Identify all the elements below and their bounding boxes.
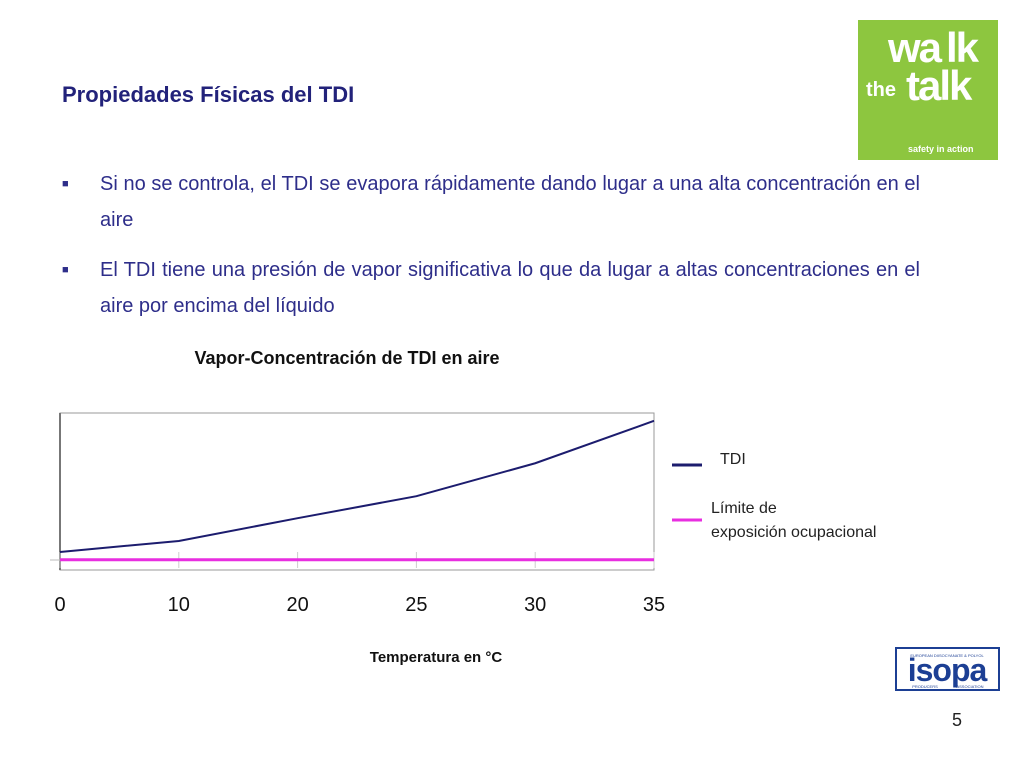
x-tick-label: 0 (54, 594, 65, 616)
chart-title: Vapor-Concentración de TDI en aire (194, 348, 499, 368)
bullet-marker: ■ (62, 264, 69, 276)
series-line (59, 419, 655, 553)
slide-title: Propiedades Físicas del TDI (62, 82, 355, 107)
x-tick-label: 35 (643, 594, 665, 616)
x-tick-label: 10 (168, 594, 190, 616)
legend-label: Límite de exposición ocupacional (711, 500, 877, 541)
isopa-frame (895, 647, 1000, 691)
logo-word: the (866, 79, 896, 101)
bullet-text: Si no se controla, el TDI se evapora ráp… (100, 173, 920, 231)
bullet-list: ■ Si no se controla, el TDI se evapora rá… (62, 166, 920, 318)
x-tick-label: 30 (524, 594, 546, 616)
isopa-line: ASSOCIATION (956, 684, 983, 689)
logo-word: wa (887, 24, 943, 71)
logo-box (858, 20, 998, 160)
bullet-text: El TDI tiene una presión de vapor signif… (100, 259, 920, 317)
isopa-line: PRODUCERS (912, 684, 938, 689)
isopa-name: isopa (908, 652, 988, 688)
logo-word: talk (906, 62, 973, 109)
logo-tagline: safety in action (908, 144, 974, 154)
x-tick-label: 25 (405, 594, 427, 616)
bullet-item: ■ El TDI tiene una presión de vapor signi… (62, 252, 920, 318)
logo-word: lk (946, 24, 980, 71)
page-number: 5 (952, 710, 962, 730)
x-tick-label: 20 (286, 594, 308, 616)
x-axis-title: Temperatura en °C (370, 649, 503, 666)
isopa-line: EUROPEAN DIISOCYANATE & POLYOL (910, 653, 984, 658)
bullet-marker: ■ (62, 178, 69, 190)
bullet-item: ■ Si no se controla, el TDI se evapora rá… (62, 166, 920, 238)
legend-label: TDI (720, 451, 746, 468)
plot-frame (59, 412, 655, 571)
